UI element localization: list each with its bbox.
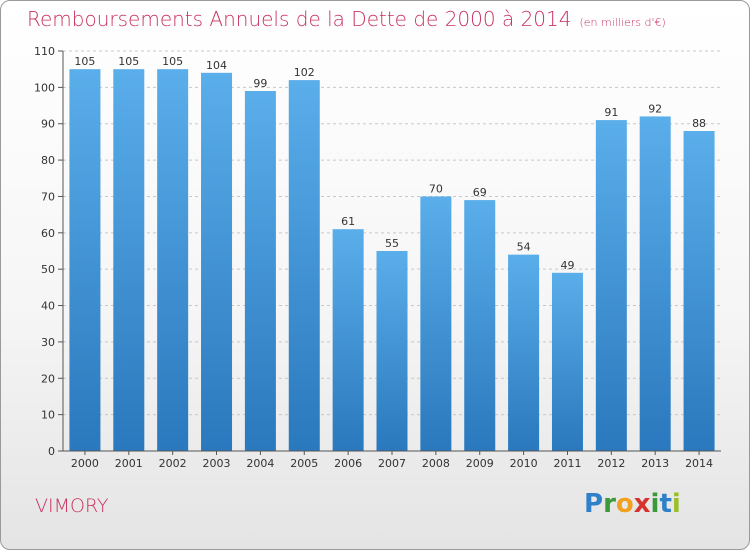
data-label: 99 <box>253 77 267 90</box>
y-tick-label: 70 <box>41 190 55 203</box>
y-tick-label: 50 <box>41 263 55 276</box>
y-tick-label: 60 <box>41 227 55 240</box>
data-label: 88 <box>692 117 706 130</box>
bar <box>288 80 320 451</box>
bar <box>157 69 189 451</box>
x-tick-label: 2002 <box>159 457 187 470</box>
x-tick-label: 2003 <box>203 457 231 470</box>
y-tick-label: 90 <box>41 118 55 131</box>
x-tick-label: 2012 <box>597 457 625 470</box>
data-label: 49 <box>560 259 574 272</box>
x-tick-label: 2004 <box>246 457 274 470</box>
bars: 105 105 105 104 99 102 61 55 70 69 54 49 91 92 88 <box>69 55 715 452</box>
x-tick-label: 2006 <box>334 457 362 470</box>
x-tick-label: 2007 <box>378 457 406 470</box>
x-tick-label: 2005 <box>290 457 318 470</box>
data-label: 55 <box>385 237 399 250</box>
logo-letter: r <box>603 489 616 519</box>
proxiti-logo: Proxiti <box>584 489 681 519</box>
y-tick-label: 0 <box>48 445 55 458</box>
data-label: 69 <box>473 186 487 199</box>
y-tick-label: 100 <box>34 81 55 94</box>
bar <box>464 200 496 451</box>
data-label: 105 <box>74 55 95 68</box>
bar <box>376 251 408 451</box>
bar <box>332 229 364 451</box>
logo-letter: i <box>650 489 660 519</box>
data-label: 104 <box>206 59 227 72</box>
data-label: 105 <box>118 55 139 68</box>
y-tick-label: 30 <box>41 336 55 349</box>
bar <box>113 69 145 451</box>
logo-letter: x <box>633 489 651 519</box>
x-tick-label: 2013 <box>641 457 669 470</box>
chart-title-text: Remboursements Annuels de la Dette de 20… <box>27 7 572 31</box>
data-label: 92 <box>648 102 662 115</box>
bar <box>201 72 233 452</box>
chart-title: Remboursements Annuels de la Dette de 20… <box>27 7 666 31</box>
data-label: 91 <box>604 106 618 119</box>
x-tick-label: 2009 <box>466 457 494 470</box>
y-tick-label: 80 <box>41 154 55 167</box>
bar <box>508 254 540 451</box>
x-tick-label: 2001 <box>115 457 143 470</box>
data-label: 105 <box>162 55 183 68</box>
y-tick-label: 10 <box>41 409 55 422</box>
x-tick-label: 2010 <box>510 457 538 470</box>
x-tick-label: 2000 <box>71 457 99 470</box>
data-label: 102 <box>294 66 315 79</box>
bar <box>595 120 627 451</box>
chart-unit: (en milliers d'€) <box>579 16 666 29</box>
bar <box>639 116 671 452</box>
y-tick-label: 20 <box>41 372 55 385</box>
logo-letter: P <box>584 489 604 519</box>
x-tick-label: 2014 <box>685 457 713 470</box>
x-tick-label: 2011 <box>553 457 581 470</box>
logo-letter: o <box>615 489 634 519</box>
axes: 0 10 20 30 40 50 60 70 80 90 100 110 2000 2001 2002 200… <box>34 45 721 470</box>
commune-name: VIMORY <box>35 495 109 517</box>
y-tick-label: 110 <box>34 45 55 58</box>
bar <box>683 131 715 451</box>
bar <box>69 69 101 451</box>
x-tick-label: 2008 <box>422 457 450 470</box>
bar <box>551 272 583 451</box>
y-tick-label: 40 <box>41 300 55 313</box>
logo-letter: t <box>659 489 672 519</box>
bar <box>244 91 276 451</box>
bar <box>420 196 452 451</box>
logo-letter: i <box>671 489 681 519</box>
data-label: 70 <box>429 182 443 195</box>
data-label: 54 <box>517 241 531 254</box>
data-label: 61 <box>341 215 355 228</box>
